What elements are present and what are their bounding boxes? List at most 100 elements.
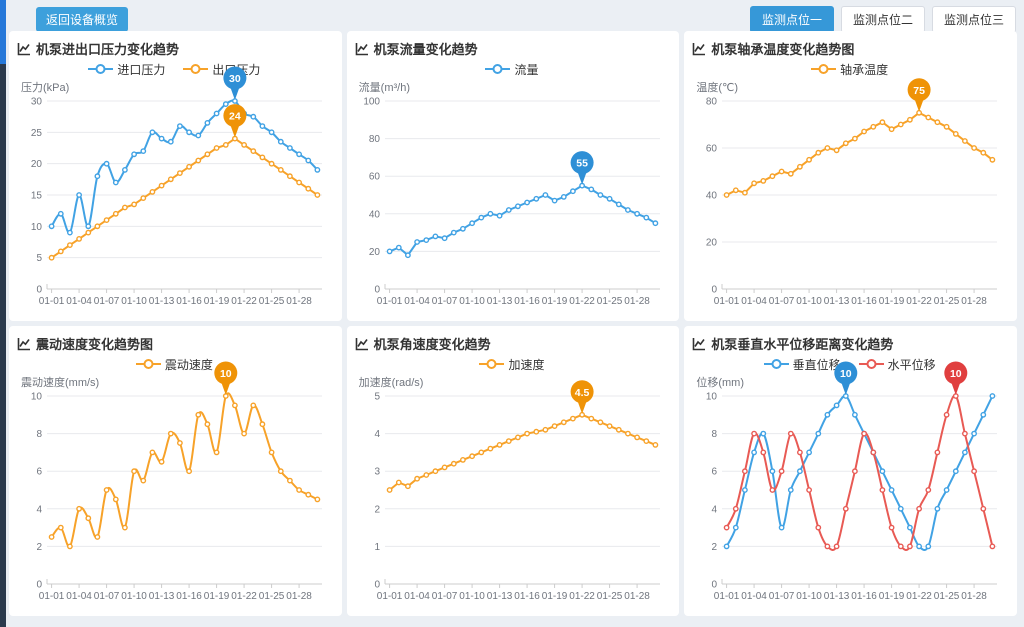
svg-text:01-22: 01-22 xyxy=(569,296,595,307)
chart-plot-area: 0 2 4 6 8 10 01-01 01-04 01-07 01-10 01-13 01-16 01-… xyxy=(692,361,1007,604)
svg-text:0: 0 xyxy=(374,580,380,591)
svg-text:8: 8 xyxy=(712,429,718,440)
svg-text:01-25: 01-25 xyxy=(596,591,622,602)
svg-text:01-07: 01-07 xyxy=(769,296,795,307)
legend-item[interactable]: 流量 xyxy=(485,61,539,77)
svg-text:01-22: 01-22 xyxy=(231,591,257,602)
max-value-pin: 10 xyxy=(214,361,238,395)
collapsed-sidebar xyxy=(0,0,6,627)
legend-marker-icon xyxy=(811,64,837,74)
svg-text:01-22: 01-22 xyxy=(231,296,257,307)
svg-text:80: 80 xyxy=(706,97,718,108)
svg-text:20: 20 xyxy=(31,159,43,170)
tab-monitor-point-3[interactable]: 监测点位三 xyxy=(931,6,1016,33)
svg-text:01-01: 01-01 xyxy=(714,296,740,307)
svg-text:60: 60 xyxy=(706,144,718,155)
svg-text:01-10: 01-10 xyxy=(121,296,147,307)
svg-text:01-25: 01-25 xyxy=(259,591,285,602)
max-value-pin: 10 xyxy=(834,361,858,395)
legend-item[interactable]: 进口压力 xyxy=(88,61,165,77)
legend-item[interactable]: 震动速度 xyxy=(135,356,213,372)
svg-text:60: 60 xyxy=(369,172,381,183)
svg-text:20: 20 xyxy=(706,238,718,249)
svg-text:01-19: 01-19 xyxy=(204,296,230,307)
svg-text:10: 10 xyxy=(31,222,43,233)
svg-text:6: 6 xyxy=(36,467,42,478)
legend-item[interactable]: 水平位移 xyxy=(858,356,936,372)
svg-text:0: 0 xyxy=(36,580,42,591)
chart-plot-area: 0 5 10 15 20 25 30 01-01 01-04 01-07 01-10 01-13 01-… xyxy=(17,66,332,309)
legend-marker-icon xyxy=(485,64,511,74)
svg-text:01-01: 01-01 xyxy=(376,296,402,307)
monitor-point-tab-group: 监测点位一 监测点位二 监测点位三 xyxy=(749,6,1016,33)
svg-text:40: 40 xyxy=(706,191,718,202)
chart-legend: 加速度 xyxy=(355,356,670,372)
line-chart-icon xyxy=(17,337,30,350)
svg-text:2: 2 xyxy=(36,542,42,553)
svg-text:01-10: 01-10 xyxy=(459,591,485,602)
svg-text:15: 15 xyxy=(31,191,43,202)
svg-text:01-04: 01-04 xyxy=(742,591,768,602)
svg-text:01-13: 01-13 xyxy=(486,591,512,602)
line-chart-icon xyxy=(693,337,706,350)
svg-text:01-28: 01-28 xyxy=(286,296,312,307)
svg-text:01-13: 01-13 xyxy=(824,296,850,307)
tab-monitor-point-1[interactable]: 监测点位一 xyxy=(749,6,834,33)
chart-card-title: 震动速度变化趋势图 xyxy=(17,334,332,353)
chart-plot-area: 0 20 40 60 80 100 01-01 01-04 01-07 01-10 01-13 01-… xyxy=(355,93,670,309)
max-value-pin: 4.5 xyxy=(570,380,594,414)
chart-legend: 流量 xyxy=(355,61,670,77)
line-chart-icon xyxy=(17,42,30,55)
svg-text:10: 10 xyxy=(950,368,962,380)
svg-text:01-01: 01-01 xyxy=(714,591,740,602)
svg-text:01-25: 01-25 xyxy=(596,296,622,307)
max-value-pin: 55 xyxy=(570,151,594,185)
legend-item[interactable]: 垂直位移 xyxy=(763,356,841,372)
svg-text:10: 10 xyxy=(31,392,43,403)
svg-text:01-10: 01-10 xyxy=(797,591,823,602)
svg-text:30: 30 xyxy=(31,97,43,108)
svg-text:01-10: 01-10 xyxy=(459,296,485,307)
legend-marker-icon xyxy=(763,359,789,369)
svg-text:01-16: 01-16 xyxy=(176,591,202,602)
chart-title-text: 机泵垂直水平位移距离变化趋势 xyxy=(711,337,894,352)
svg-text:01-22: 01-22 xyxy=(907,296,933,307)
legend-item[interactable]: 轴承温度 xyxy=(811,61,888,77)
svg-text:10: 10 xyxy=(706,392,718,403)
back-to-device-overview-button[interactable]: 返回设备概览 xyxy=(36,7,129,32)
svg-text:10: 10 xyxy=(220,368,232,380)
chart-legend: 垂直位移 水平位移 xyxy=(692,356,1007,372)
svg-text:01-04: 01-04 xyxy=(404,296,430,307)
line-chart-icon xyxy=(355,337,368,350)
svg-text:8: 8 xyxy=(36,429,42,440)
svg-text:01-07: 01-07 xyxy=(431,296,457,307)
svg-text:01-19: 01-19 xyxy=(541,296,567,307)
svg-text:01-16: 01-16 xyxy=(852,591,878,602)
chart-legend: 震动速度 xyxy=(17,356,332,372)
svg-text:1: 1 xyxy=(374,542,380,553)
svg-text:40: 40 xyxy=(369,209,381,220)
svg-text:0: 0 xyxy=(712,580,718,591)
tab-monitor-point-2[interactable]: 监测点位二 xyxy=(840,6,925,33)
legend-marker-icon xyxy=(183,64,209,74)
legend-item[interactable]: 出口压力 xyxy=(183,61,260,77)
chart-plot-area: 0 2 4 6 8 10 01-01 01-04 01-07 01-10 01-13 01-16 01-… xyxy=(17,361,332,604)
svg-text:01-22: 01-22 xyxy=(569,591,595,602)
svg-text:01-04: 01-04 xyxy=(66,591,92,602)
svg-text:4: 4 xyxy=(712,504,718,515)
chart-card-1: 机泵进出口压力变化趋势 进口压力 出口压力 压力(kPa) 0 5 10 15 20 25 3… xyxy=(9,31,342,321)
svg-text:24: 24 xyxy=(229,111,241,123)
chart-legend: 轴承温度 xyxy=(692,61,1007,77)
svg-text:01-07: 01-07 xyxy=(94,296,120,307)
svg-text:01-16: 01-16 xyxy=(176,296,202,307)
svg-text:01-16: 01-16 xyxy=(514,296,540,307)
svg-text:80: 80 xyxy=(369,134,381,145)
legend-item[interactable]: 加速度 xyxy=(479,356,545,372)
svg-text:75: 75 xyxy=(914,85,926,97)
svg-text:01-16: 01-16 xyxy=(852,296,878,307)
legend-label: 垂直位移 xyxy=(792,357,841,372)
legend-label: 加速度 xyxy=(508,357,545,372)
chart-card-title: 机泵流量变化趋势 xyxy=(355,39,670,58)
svg-text:01-04: 01-04 xyxy=(404,591,430,602)
legend-marker-icon xyxy=(135,359,161,369)
